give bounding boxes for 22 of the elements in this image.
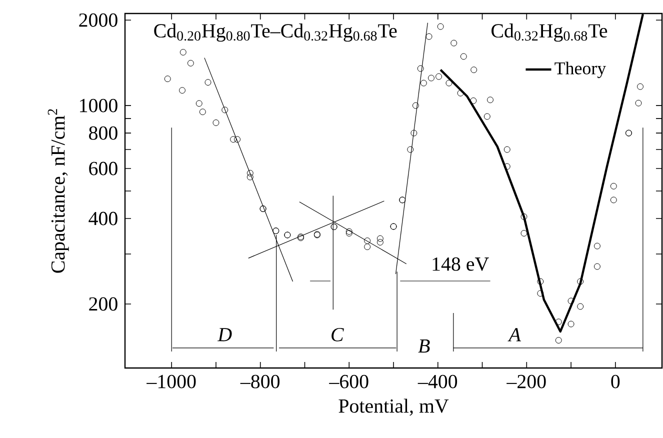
- x-tick-label: 0: [611, 374, 620, 388]
- annotation: B: [418, 339, 430, 353]
- y-tick-label: 400: [88, 212, 118, 226]
- x-tick-label: –400: [418, 374, 458, 388]
- annotation: D: [217, 328, 232, 342]
- y-tick-label: 800: [89, 126, 118, 140]
- annotation: 148 eV: [432, 257, 489, 271]
- annotation: C: [332, 328, 344, 342]
- y-tick-label: 2000: [79, 13, 118, 27]
- x-tick-label: –800: [240, 374, 280, 388]
- text: Cd$_{0.20}$Hg$_{0.80}$Te–Cd$_{0.32}$Hg$_{0.68}$Te: [154, 24, 397, 42]
- y-axis-title: Capacitance, nF/cm$^{2}$: [48, 109, 69, 273]
- x-tick-label: –200: [506, 374, 546, 388]
- legend-label: Theory: [554, 62, 606, 78]
- x-tick-label: –1000: [146, 374, 196, 388]
- annotation: A: [508, 328, 522, 342]
- annotation: Cd$_{0.32}$Hg$_{0.68}$Te: [492, 24, 608, 42]
- x-tick-label: –600: [329, 374, 368, 388]
- y-tick-label: 1000: [80, 98, 118, 112]
- x-axis-title: Potential, mV: [338, 398, 449, 416]
- y-tick-label: 600: [89, 162, 118, 176]
- y-tick-label: 200: [89, 297, 118, 311]
